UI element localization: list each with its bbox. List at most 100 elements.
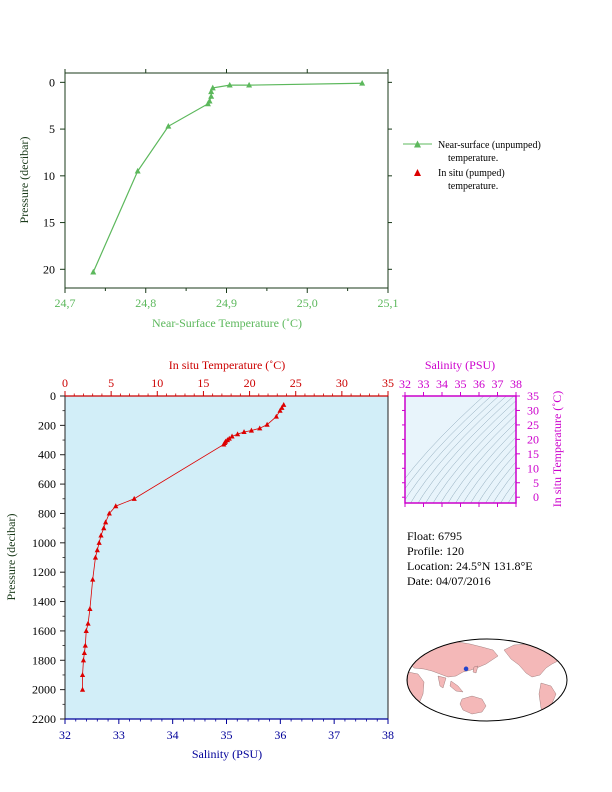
near-surface-y-tick-label: 15 — [43, 216, 55, 230]
ts-density-isoline — [500, 480, 516, 503]
profile-y-axis-label: Pressure (decibar) — [4, 514, 18, 601]
near-surface-x-tick-label: 24,7 — [55, 296, 76, 310]
ts-density-isoline — [405, 396, 500, 501]
in-situ-data-point — [113, 503, 119, 509]
ts-density-isoline — [507, 490, 516, 503]
near-surface-data-point — [90, 268, 97, 275]
pressure-ticks: 0 200 400 600 800 1000 1200 1400 1600 1800 2000 220… — [32, 389, 65, 726]
ts-temperature-tick-label: 30 — [527, 403, 539, 417]
ts-density-isoline — [492, 470, 516, 503]
in-situ-data-point — [79, 672, 86, 678]
japan-landmass — [472, 665, 479, 674]
near-surface-x-tick-label: 24,8 — [135, 296, 156, 310]
near-surface-legend: Near-surface (unpumped) temperature. In … — [403, 140, 541, 192]
pressure-tick-label: 1400 — [32, 595, 56, 609]
temperature-tick-label: 30 — [336, 376, 348, 390]
near-surface-x-tick-label: 24,9 — [216, 296, 237, 310]
salinity-tick-label: 33 — [113, 728, 125, 742]
near-surface-y-tick-label: 20 — [43, 262, 55, 276]
profile-number: Profile: 120 — [407, 544, 464, 558]
salinity-ticks: 32 33 34 35 36 37 38 — [59, 719, 394, 742]
temperature-tick-label: 0 — [62, 376, 68, 390]
ts-temperature-tick-label: 25 — [527, 418, 539, 432]
near-surface-data-point — [208, 88, 215, 95]
in-situ-data-point — [248, 427, 255, 433]
in-situ-data-point — [264, 421, 270, 427]
in-situ-data-point — [82, 642, 88, 648]
in-situ-data-point — [92, 554, 99, 560]
ts-density-isoline — [470, 444, 516, 503]
ts-density-isoline — [410, 396, 507, 503]
pressure-tick-label: 600 — [38, 477, 56, 491]
legend-triangle-marker-green — [414, 140, 421, 148]
in-situ-data-point — [98, 532, 104, 538]
in-situ-data-point — [81, 650, 87, 656]
ts-density-contours — [405, 396, 516, 503]
profile-date: Date: 04/07/2016 — [407, 574, 491, 588]
australia-landmass — [459, 695, 487, 715]
profile-plot-frame — [64, 395, 389, 720]
near-surface-y-axis-label: Pressure (decibar) — [17, 137, 31, 224]
near-surface-y-tick-label: 10 — [43, 169, 55, 183]
pressure-tick-label: 2000 — [32, 683, 56, 697]
in-situ-data-point — [79, 686, 86, 692]
temperature-ticks: 0 5 10 15 20 25 30 35 — [62, 376, 394, 396]
in-situ-data-point — [87, 606, 93, 611]
ts-density-isoline — [405, 396, 485, 479]
temperature-tick-label: 5 — [108, 376, 114, 390]
in-situ-data-point — [241, 429, 247, 435]
legend-entry-1-line2: temperature. — [448, 153, 498, 164]
near-surface-data-point — [165, 122, 172, 129]
world-map — [406, 638, 568, 722]
legend-entry-2-line2: temperature. — [448, 181, 498, 192]
temperature-tick-label: 20 — [244, 376, 256, 390]
ts-salinity-tick-label: 34 — [436, 377, 448, 391]
ts-density-isoline — [455, 429, 516, 503]
temperature-tick-label: 10 — [151, 376, 163, 390]
ts-salinity-tick-label: 38 — [510, 377, 522, 391]
float-info: Float: 6795 Profile: 120 Location: 24.5°… — [407, 529, 533, 588]
ts-density-isoline — [477, 452, 516, 503]
pressure-tick-label: 0 — [50, 389, 56, 403]
pressure-tick-label: 200 — [38, 418, 56, 432]
profile-chart: 0 5 10 15 20 25 30 35 32 33 34 35 36 37 38 0 200 400 600… — [4, 358, 394, 761]
in-situ-data-point — [257, 425, 263, 431]
salinity-tick-label: 32 — [59, 728, 71, 742]
near-surface-data-point — [209, 84, 216, 91]
ts-density-isoline — [405, 396, 492, 490]
in-situ-data-point — [103, 519, 109, 525]
in-situ-data-point — [96, 539, 102, 545]
ts-density-isoline — [440, 414, 516, 503]
temperature-tick-label: 35 — [382, 376, 394, 390]
near-surface-x-axis-label: Near-Surface Temperature (˚C) — [152, 316, 302, 330]
ts-salinity-ticks: 32 33 34 35 36 37 38 — [399, 377, 522, 507]
ts-salinity-tick-label: 37 — [492, 377, 504, 391]
legend-triangle-marker-red — [414, 169, 421, 176]
ts-temperature-tick-label: 10 — [527, 461, 539, 475]
pressure-tick-label: 1000 — [32, 536, 56, 550]
map-outline — [406, 638, 568, 722]
ts-density-isoline — [417, 396, 515, 503]
near-surface-y-tick-label: 5 — [49, 122, 55, 136]
in-situ-data-point — [281, 401, 287, 407]
ts-plot-background — [405, 396, 516, 503]
near-surface-chart: 24,7 24,8 24,9 25,0 25,1 0 5 10 15 20 Near-Surfa… — [17, 69, 399, 330]
near-surface-y-tick-label: 0 — [49, 75, 55, 89]
greenland-landmass — [547, 640, 560, 649]
salinity-tick-label: 34 — [167, 728, 179, 742]
in-situ-data-point — [101, 525, 107, 531]
pressure-tick-label: 2200 — [32, 712, 56, 726]
temperature-axis-label: In situ Temperature (˚C) — [169, 358, 286, 372]
float-location: Location: 24.5°N 131.8°E — [407, 559, 533, 573]
salinity-axis-label: Salinity (PSU) — [192, 747, 262, 761]
pressure-tick-label: 1600 — [32, 624, 56, 638]
ts-salinity-tick-label: 33 — [418, 377, 430, 391]
near-surface-x-ticks: 24,7 24,8 24,9 25,0 25,1 — [55, 69, 399, 310]
ts-density-isoline — [462, 436, 516, 503]
ts-salinity-tick-label: 35 — [455, 377, 467, 391]
salinity-tick-label: 36 — [274, 728, 286, 742]
near-surface-y-ticks: 0 5 10 15 20 — [43, 75, 392, 276]
ts-temperature-tick-label: 0 — [533, 490, 539, 504]
in-situ-temperature-series — [79, 401, 287, 692]
